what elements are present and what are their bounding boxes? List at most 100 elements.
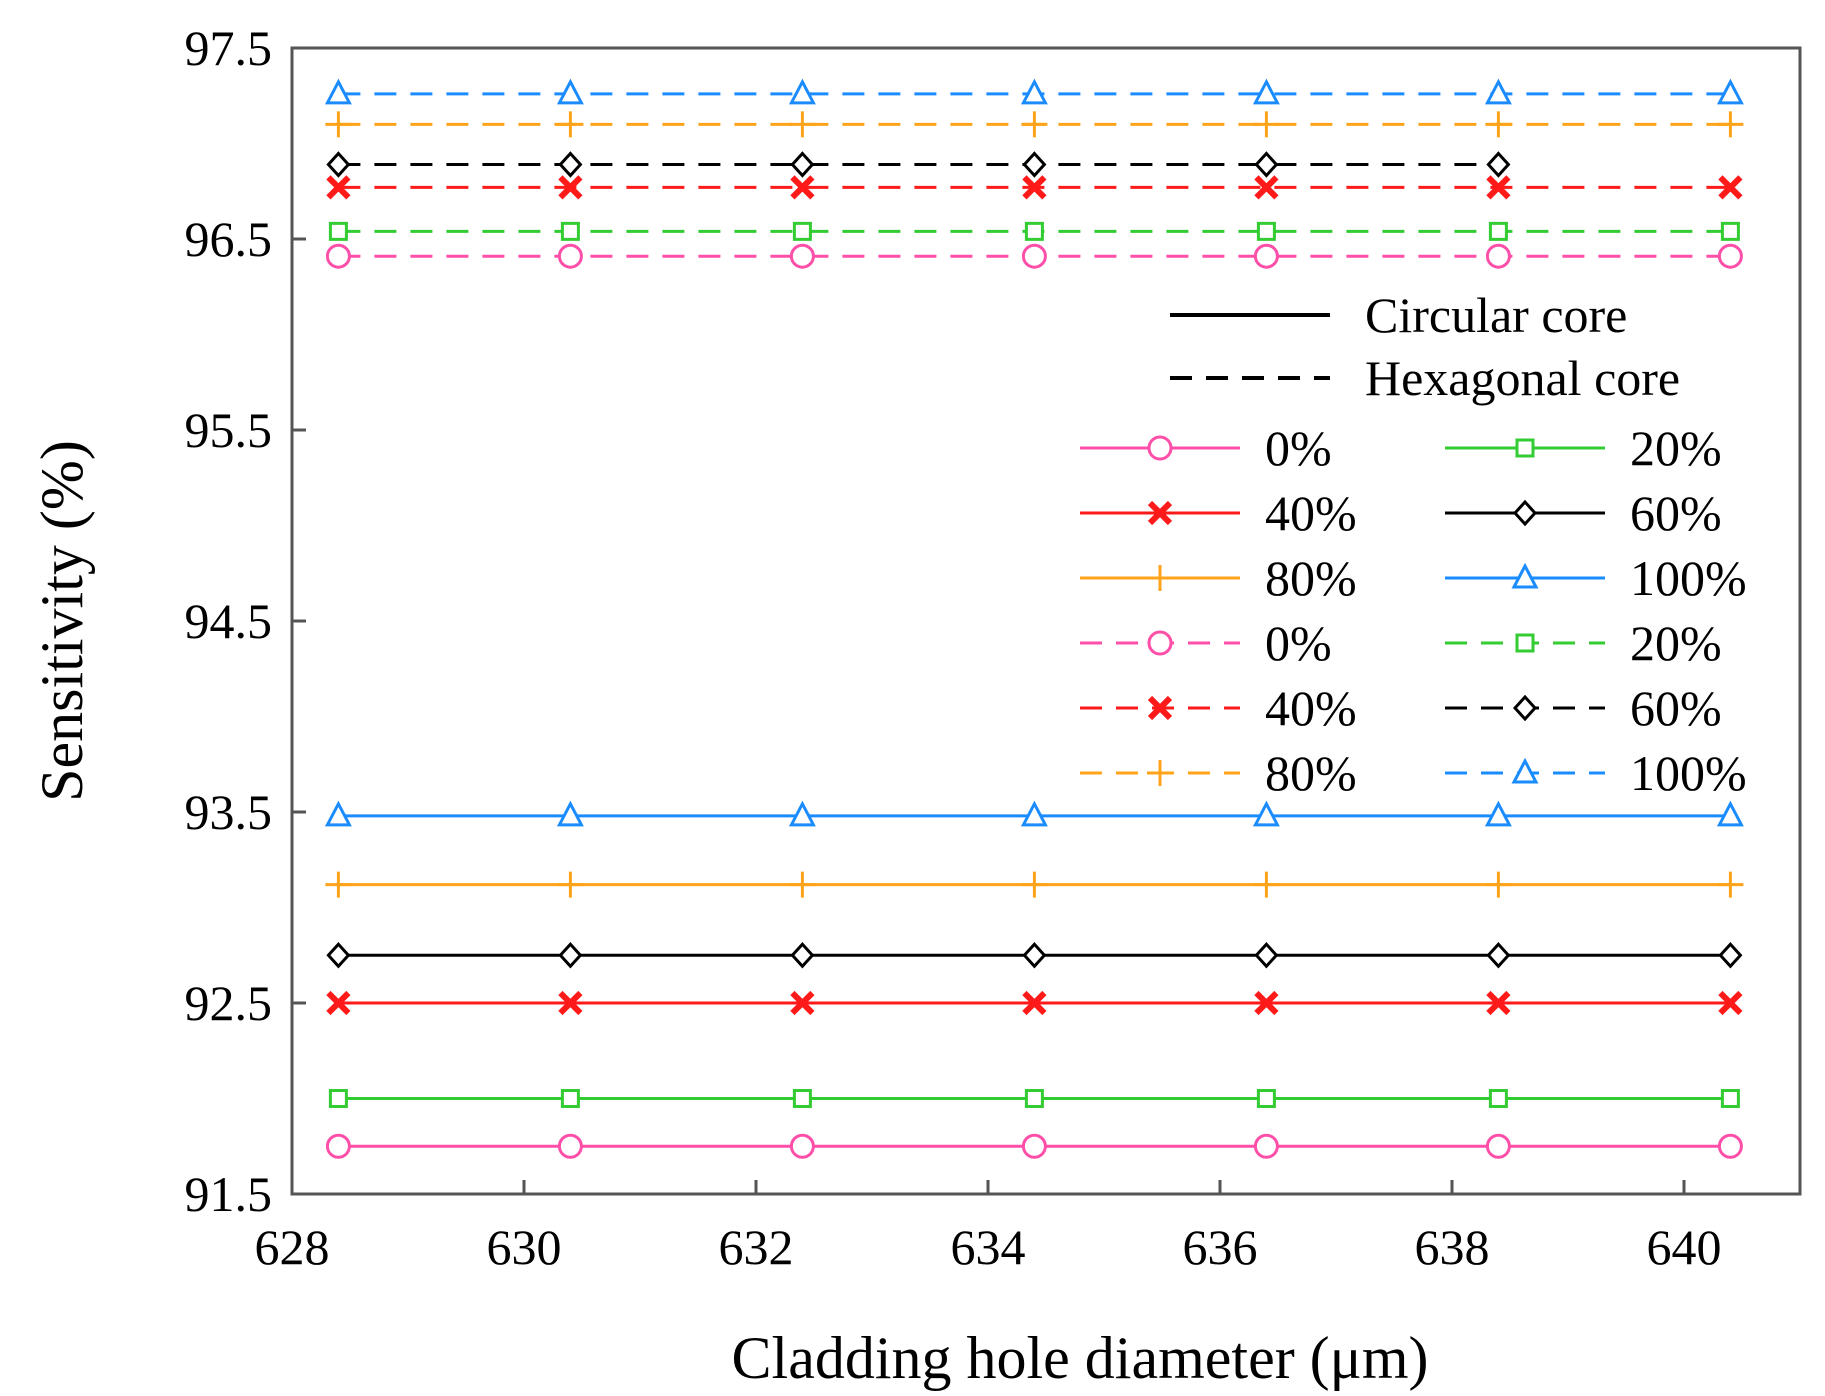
data-point — [789, 111, 816, 138]
legend-entry: 100% — [1445, 745, 1747, 801]
marker-plus — [1147, 565, 1173, 591]
marker-plus — [1485, 871, 1512, 898]
marker-diamond — [1022, 151, 1047, 178]
legend-label: 40% — [1265, 680, 1357, 736]
data-point — [325, 111, 352, 138]
data-point — [1484, 78, 1512, 105]
series-hexagonal-0pct — [325, 243, 1743, 269]
data-point — [1022, 151, 1047, 178]
legend-label: 100% — [1630, 745, 1747, 801]
data-point — [1021, 1133, 1047, 1159]
legend-label: 60% — [1630, 680, 1722, 736]
legend-label: 100% — [1630, 550, 1747, 606]
legend-entry: 0% — [1080, 615, 1332, 671]
marker-plus — [1021, 111, 1048, 138]
legend-entry: 60% — [1445, 485, 1722, 541]
data-point — [789, 1133, 815, 1159]
axis-ticks: 91.5 92.5 93.5 94.5 95.5 96.5 97.5 628 630 632 634… — [185, 20, 1722, 1275]
x-tick-label: 628 — [255, 1219, 330, 1275]
data-point — [1486, 151, 1511, 178]
data-point — [1718, 990, 1743, 1016]
legend-style-label: Hexagonal core — [1365, 350, 1680, 406]
data-point — [1486, 942, 1511, 969]
marker-circle — [557, 1133, 583, 1159]
data-point — [789, 243, 815, 269]
marker-triangle — [1484, 800, 1512, 827]
marker-square — [328, 221, 348, 241]
x-tick-label: 634 — [951, 1219, 1026, 1275]
marker-plus — [557, 871, 584, 898]
data-point — [1485, 1133, 1511, 1159]
data-point — [1253, 1133, 1279, 1159]
data-point — [1253, 243, 1279, 269]
legend-marker — [1147, 760, 1173, 786]
marker-triangle — [324, 78, 352, 105]
x-tick-label: 638 — [1415, 1219, 1490, 1275]
marker-square — [560, 221, 580, 241]
marker-plus — [1717, 871, 1744, 898]
data-point — [1720, 1089, 1740, 1108]
data-point — [325, 871, 352, 898]
y-tick-label: 92.5 — [185, 975, 273, 1031]
series-circular-0pct — [325, 1133, 1743, 1159]
data-point — [790, 990, 815, 1016]
series-circular-60pct — [326, 942, 1743, 969]
legend: Circular core Hexagonal core 0% 20% 40% 60% 80… — [1080, 287, 1747, 801]
x-axis-title: Cladding hole diameter (μm) — [732, 1325, 1429, 1391]
marker-x — [790, 175, 815, 200]
data-point — [1718, 175, 1743, 200]
legend-label: 40% — [1265, 485, 1357, 541]
marker-circle — [557, 243, 583, 269]
marker-square — [792, 1089, 812, 1108]
series-circular-80pct — [325, 871, 1744, 898]
data-point — [326, 151, 351, 178]
series-circular-20pct — [328, 1089, 1740, 1108]
data-point — [1024, 1089, 1044, 1108]
legend-label: 80% — [1265, 550, 1357, 606]
marker-triangle — [1716, 78, 1744, 105]
marker-triangle — [1716, 800, 1744, 827]
data-point — [1717, 243, 1743, 269]
marker-plus — [789, 111, 816, 138]
data-point — [1024, 221, 1044, 241]
marker-plus — [789, 871, 816, 898]
marker-square — [1488, 221, 1508, 241]
legend-entry: 0% — [1080, 420, 1332, 476]
marker-circle — [1147, 630, 1173, 656]
marker-triangle — [1511, 562, 1539, 589]
series-hexagonal-40pct — [326, 175, 1743, 200]
data-point — [1021, 111, 1048, 138]
y-tick-label: 97.5 — [185, 20, 273, 76]
marker-square — [1515, 633, 1535, 653]
marker-triangle — [1252, 78, 1280, 105]
marker-square — [560, 1089, 580, 1108]
marker-circle — [1021, 243, 1047, 269]
marker-circle — [325, 243, 351, 269]
legend-label: 0% — [1265, 420, 1332, 476]
marker-square — [1720, 221, 1740, 241]
x-tick-label: 636 — [1183, 1219, 1258, 1275]
data-point — [324, 800, 352, 827]
data-point — [326, 942, 351, 969]
marker-diamond — [1254, 151, 1279, 178]
data-point — [325, 1133, 351, 1159]
marker-triangle — [788, 800, 816, 827]
data-point — [789, 871, 816, 898]
marker-square — [1024, 1089, 1044, 1108]
marker-diamond — [790, 151, 815, 178]
marker-square — [1024, 221, 1044, 241]
marker-plus — [1253, 871, 1280, 898]
series-hexagonal-20pct — [328, 221, 1740, 241]
marker-circle — [789, 1133, 815, 1159]
marker-plus — [1717, 111, 1744, 138]
marker-diamond — [1512, 694, 1538, 722]
data-point — [326, 990, 351, 1016]
data-point — [1486, 990, 1511, 1016]
legend-style-label: Circular core — [1365, 287, 1627, 343]
legend-marker — [1515, 438, 1535, 458]
marker-circle — [1485, 243, 1511, 269]
data-point — [558, 151, 583, 178]
data-point — [792, 221, 812, 241]
data-point — [1021, 871, 1048, 898]
